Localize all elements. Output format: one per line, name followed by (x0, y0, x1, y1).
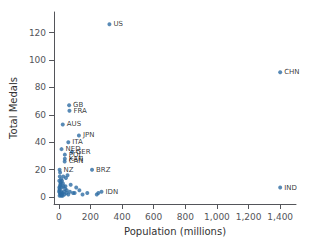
svg-text:JPN: JPN (82, 131, 95, 139)
svg-text:20: 20 (35, 165, 47, 175)
svg-text:GB: GB (73, 101, 84, 110)
svg-text:POL: POL (69, 151, 83, 159)
svg-text:1,400: 1,400 (267, 212, 293, 222)
svg-text:NED: NED (65, 145, 81, 154)
svg-text:BRZ: BRZ (96, 166, 111, 174)
svg-text:Population (millions): Population (millions) (124, 226, 226, 237)
svg-text:80: 80 (35, 82, 47, 92)
svg-text:CAN: CAN (69, 157, 84, 165)
svg-text:GER: GER (75, 147, 91, 156)
svg-text:IDN: IDN (106, 188, 119, 196)
svg-text:800: 800 (177, 212, 194, 222)
svg-text:ITA: ITA (72, 138, 83, 147)
svg-text:AUS: AUS (67, 120, 82, 128)
svg-text:60: 60 (35, 110, 47, 120)
svg-text:120: 120 (29, 28, 46, 38)
svg-text:600: 600 (145, 212, 162, 222)
svg-text:IND: IND (284, 184, 297, 192)
svg-text:40: 40 (35, 137, 47, 147)
svg-text:Total Medals: Total Medals (8, 77, 19, 140)
svg-text:200: 200 (82, 212, 99, 222)
svg-text:FRA: FRA (73, 107, 87, 115)
svg-text:NZ: NZ (64, 166, 74, 174)
svg-text:0: 0 (40, 192, 46, 202)
svg-text:100: 100 (29, 55, 46, 65)
svg-text:0: 0 (56, 212, 62, 222)
svg-text:1,000: 1,000 (204, 212, 230, 222)
svg-text:US: US (113, 20, 123, 28)
svg-text:1,200: 1,200 (236, 212, 262, 222)
svg-text:400: 400 (113, 212, 130, 222)
svg-text:CHN: CHN (284, 68, 299, 76)
